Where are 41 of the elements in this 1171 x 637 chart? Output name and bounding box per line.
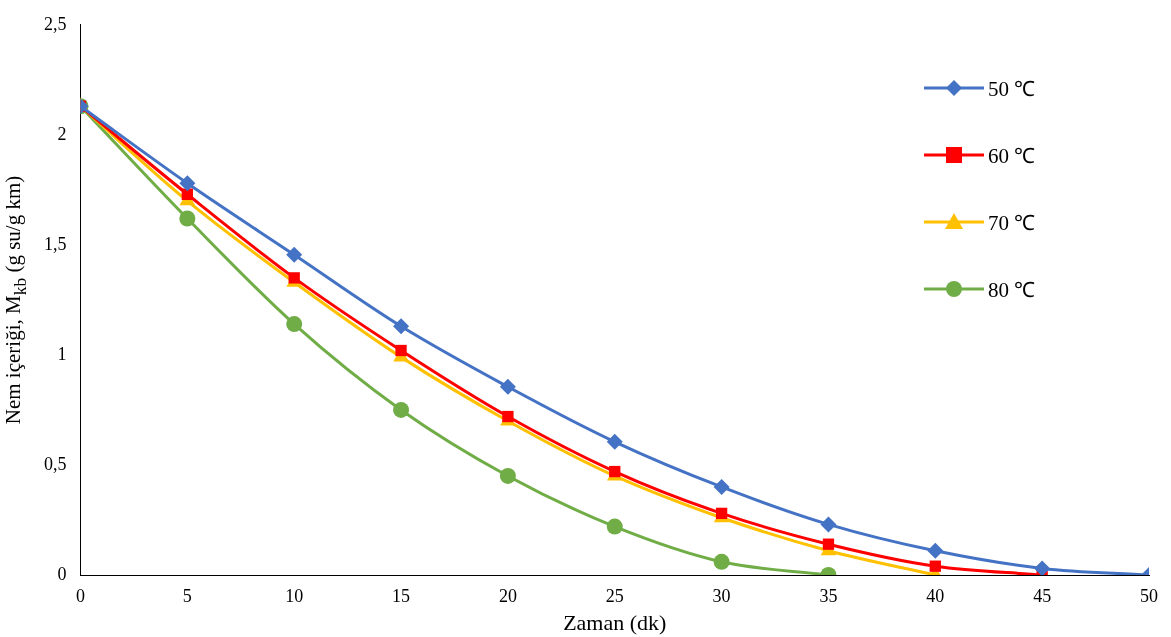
point [713, 553, 730, 570]
point [927, 542, 944, 559]
legend-label: 60 ℃ [988, 143, 1036, 170]
x-tick-label: 5 [182, 585, 192, 606]
x-tick-label: 25 [605, 585, 624, 606]
x-axis-title: Zaman (dk) [563, 609, 667, 635]
x-tick-label: 45 [1033, 585, 1052, 606]
point [179, 175, 196, 192]
y-tick-label: 2 [57, 123, 67, 144]
point [929, 560, 941, 572]
point [713, 478, 730, 495]
x-tick-label: 0 [76, 585, 85, 606]
y-tick-label: 1,5 [44, 233, 67, 254]
point [822, 538, 835, 550]
y-tick-label: 0 [57, 563, 67, 584]
point [395, 344, 407, 357]
point [179, 210, 196, 227]
x-tick-label: 15 [392, 585, 411, 606]
x-tick-label: 35 [819, 585, 838, 606]
point [393, 318, 410, 335]
legend-label: 50 ℃ [988, 76, 1036, 103]
y-tick-label: 2,5 [44, 13, 67, 34]
x-tick-label: 20 [498, 585, 517, 606]
x-tick-label: 50 [1140, 585, 1158, 606]
y-tick-label: 0,5 [44, 453, 67, 474]
point [606, 518, 623, 535]
point [499, 467, 516, 484]
y-tick-label: 1 [57, 343, 67, 364]
legend-label: 70 ℃ [988, 210, 1036, 237]
point [499, 378, 516, 395]
x-tick-label: 40 [926, 585, 945, 606]
legend-label: 80 ℃ [988, 277, 1036, 304]
point [286, 246, 303, 263]
point [606, 433, 623, 450]
point [393, 401, 410, 418]
x-tick-label: 30 [712, 585, 731, 606]
point [181, 188, 194, 200]
point [1034, 560, 1051, 575]
x-tick-label: 10 [285, 585, 304, 606]
point [286, 316, 303, 333]
point [820, 516, 837, 533]
